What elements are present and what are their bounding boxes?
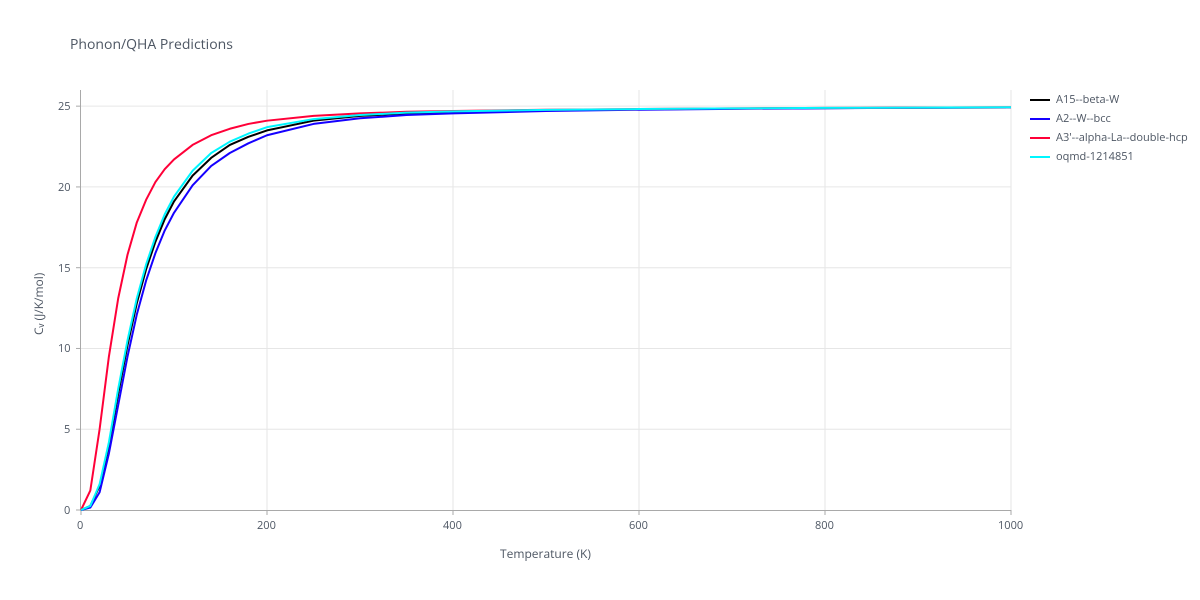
legend-label: A2--W--bcc xyxy=(1056,111,1111,126)
x-tick-label: 600 xyxy=(629,518,648,533)
x-tick-label: 400 xyxy=(443,518,462,533)
plot-svg xyxy=(81,90,1011,510)
series-line[interactable] xyxy=(81,107,1011,510)
x-tick-label: 1000 xyxy=(998,518,1023,533)
x-axis-label: Temperature (K) xyxy=(500,545,591,562)
y-axis-label: Cᵥ (J/K/mol) xyxy=(30,273,47,335)
legend-item[interactable]: A2--W--bcc xyxy=(1030,109,1188,128)
legend[interactable]: A15--beta-W A2--W--bcc A3'--alpha-La--doub… xyxy=(1030,90,1188,166)
legend-label: A15--beta-W xyxy=(1056,92,1119,107)
series-line[interactable] xyxy=(81,107,1011,510)
y-tick-label: 25 xyxy=(58,99,71,114)
y-tick-label: 15 xyxy=(58,261,71,276)
plot-area[interactable] xyxy=(80,90,1011,511)
legend-item[interactable]: oqmd-1214851 xyxy=(1030,147,1188,166)
legend-swatch xyxy=(1030,99,1050,101)
y-tick-label: 10 xyxy=(58,341,71,356)
x-tick-label: 0 xyxy=(77,518,83,533)
legend-item[interactable]: A15--beta-W xyxy=(1030,90,1188,109)
y-tick-label: 20 xyxy=(58,180,71,195)
x-tick-label: 200 xyxy=(257,518,276,533)
y-tick-label: 0 xyxy=(64,503,70,518)
legend-swatch xyxy=(1030,118,1050,120)
legend-swatch xyxy=(1030,156,1050,158)
x-tick-label: 800 xyxy=(815,518,834,533)
series-line[interactable] xyxy=(81,107,1011,510)
legend-item[interactable]: A3'--alpha-La--double-hcp xyxy=(1030,128,1188,147)
chart-container: Phonon/QHA Predictions Cᵥ (J/K/mol) Temp… xyxy=(0,0,1200,600)
legend-label: A3'--alpha-La--double-hcp xyxy=(1056,130,1188,145)
legend-swatch xyxy=(1030,137,1050,139)
y-tick-label: 5 xyxy=(64,422,70,437)
chart-title: Phonon/QHA Predictions xyxy=(70,35,233,54)
legend-label: oqmd-1214851 xyxy=(1056,149,1134,164)
series-line[interactable] xyxy=(81,107,1011,510)
